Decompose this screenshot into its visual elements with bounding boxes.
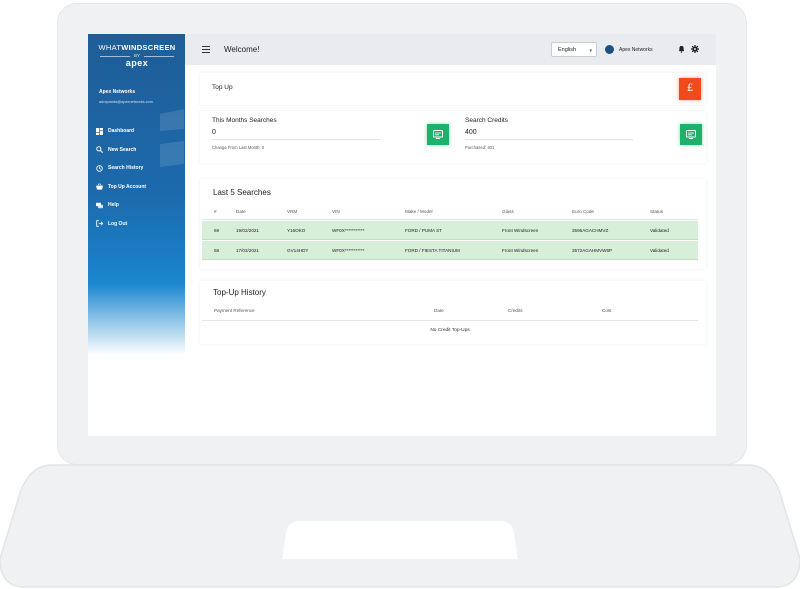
language-select[interactable]: English ▾ <box>551 42 597 57</box>
org-email: adrapnwks@apexnetworks.com <box>99 100 153 104</box>
logo-word-2: WINDSCREEN <box>121 43 176 52</box>
cell: GV14HDY <box>287 248 309 253</box>
search-credits-value: 400 <box>465 129 477 136</box>
divider <box>212 139 380 140</box>
table-row[interactable]: 68 17/02/2021 GV14HDY WF0X*********** FO… <box>202 241 698 260</box>
sidebar-item-top-up-account[interactable]: Top Up Account <box>96 178 146 197</box>
sidebar-nav: Dashboard New Search Search History Top … <box>96 122 146 233</box>
sidebar-item-log-out[interactable]: Log Out <box>96 215 146 234</box>
app-screen: WHATWINDSCREEN BY apex Apex Networks adr… <box>88 34 716 436</box>
car-watermark-icon <box>160 109 184 167</box>
column-header: Make / Model <box>405 209 433 214</box>
search-credits-purchased: Purchased: 401 <box>465 145 495 150</box>
cell: FORD / FIESTA TITANIUM <box>405 248 460 253</box>
divider <box>465 139 633 140</box>
cell: 19/02/2021 <box>236 228 259 233</box>
sidebar-item-dashboard[interactable]: Dashboard <box>96 122 146 141</box>
cell: FORD / PUMA ST <box>405 228 443 233</box>
table-header: Payment Reference Date Credits Cost <box>202 302 698 321</box>
chevron-down-icon: ▾ <box>589 48 592 54</box>
top-bar: Welcome! English ▾ Apex Networks <box>185 34 716 65</box>
column-header: Euro Code <box>572 209 594 214</box>
table-header: # Date VRM VIN Make / Model Glass Euro C… <box>202 205 698 220</box>
last-searches-card: Last 5 Searches # Date VRM VIN Make / Mo… <box>200 179 706 269</box>
monitor-icon <box>686 130 696 139</box>
column-header: Date <box>434 308 444 313</box>
column-header: # <box>214 209 217 214</box>
last-searches-title: Last 5 Searches <box>213 188 271 197</box>
sidebar-item-search-history[interactable]: Search History <box>96 159 146 178</box>
cell: 3595AGACHMVZ <box>572 228 609 233</box>
sidebar-item-label: New Search <box>108 146 137 153</box>
column-header: Credits <box>508 308 523 313</box>
sidebar: WHATWINDSCREEN BY apex Apex Networks adr… <box>88 34 185 436</box>
cell: 3572AGAHMVW6P <box>572 248 613 253</box>
app-logo: WHATWINDSCREEN BY apex <box>96 43 178 68</box>
sidebar-item-help[interactable]: Help <box>96 196 146 215</box>
column-header: VRM <box>287 209 298 214</box>
org-name: Apex Networks <box>99 89 136 95</box>
user-name[interactable]: Apex Networks <box>619 46 653 53</box>
month-searches-change: Change From Last Month: 0 <box>212 145 265 150</box>
month-searches-value: 0 <box>212 129 216 136</box>
sidebar-item-label: Top Up Account <box>108 183 147 190</box>
avatar[interactable] <box>605 45 614 54</box>
dashboard-icon <box>96 127 103 135</box>
cell: WF0X*********** <box>332 248 365 253</box>
cell: 69 <box>214 228 220 233</box>
cell: Y16OKO <box>287 228 306 233</box>
page-title: Welcome! <box>224 45 260 54</box>
month-searches-title: This Months Searches <box>212 117 277 124</box>
top-up-button[interactable]: £ <box>679 78 701 100</box>
stats-card: This Months Searches 0 Change From Last … <box>200 111 706 163</box>
top-up-label: Top Up <box>212 84 233 91</box>
search-icon <box>96 146 103 154</box>
chat-icon <box>96 202 103 209</box>
logo-brand: apex <box>125 58 149 68</box>
top-up-history-card: Top-Up History Payment Reference Date Cr… <box>200 281 706 344</box>
column-header: Date <box>236 209 246 214</box>
top-up-card: Top Up £ <box>200 73 706 105</box>
bell-icon[interactable] <box>678 45 685 53</box>
sidebar-item-label: Log Out <box>108 220 128 227</box>
cell: Validated <box>650 228 669 233</box>
basket-icon <box>96 183 103 190</box>
column-header: Status <box>650 209 664 214</box>
search-credits-title: Search Credits <box>465 117 508 124</box>
logo-word-1: WHAT <box>98 43 122 52</box>
top-up-history-title: Top-Up History <box>213 288 266 297</box>
cell: Front Windscreen <box>502 248 539 253</box>
logo-by: BY <box>96 53 178 58</box>
column-header: Payment Reference <box>214 308 255 313</box>
monitor-icon <box>433 130 443 139</box>
cell: 68 <box>214 248 220 253</box>
cell: Front Windscreen <box>502 228 539 233</box>
column-header: VIN <box>332 209 340 214</box>
sidebar-item-label: Dashboard <box>108 128 135 135</box>
sidebar-item-label: Help <box>108 202 119 209</box>
sidebar-item-new-search[interactable]: New Search <box>96 141 146 160</box>
column-header: Glass <box>502 209 514 214</box>
table-row[interactable]: 69 19/02/2021 Y16OKO WF0X*********** FOR… <box>202 221 698 240</box>
cell: 17/02/2021 <box>236 248 259 253</box>
cell: WF0X*********** <box>332 228 365 233</box>
column-header: Cost <box>602 308 612 313</box>
logout-icon <box>96 220 103 227</box>
language-value: English <box>558 47 577 53</box>
laptop-base <box>0 464 800 588</box>
history-icon <box>96 165 103 172</box>
new-search-button[interactable] <box>427 124 449 145</box>
credits-button[interactable] <box>680 124 702 145</box>
menu-icon[interactable] <box>202 46 210 54</box>
sidebar-item-label: Search History <box>108 165 144 172</box>
cell: Validated <box>650 248 669 253</box>
gear-icon[interactable] <box>691 45 699 53</box>
empty-state: No Credit Top-Ups <box>430 328 470 333</box>
